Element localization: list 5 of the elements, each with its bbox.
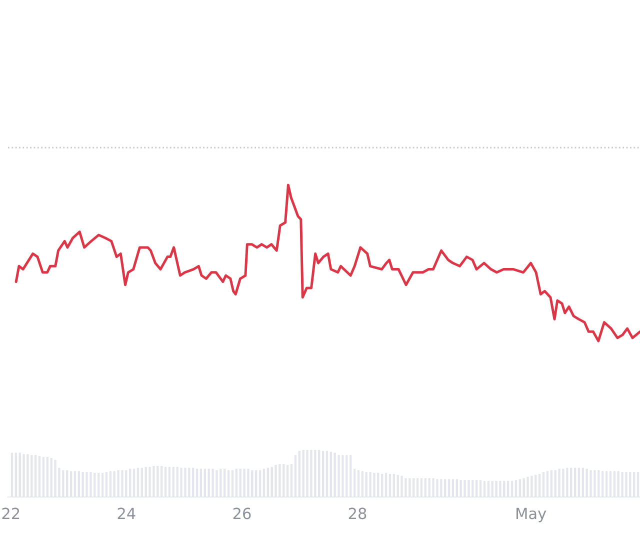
x-tick-label: 26 xyxy=(233,508,251,520)
x-tick-label: May xyxy=(516,508,546,522)
x-tick-label: 28 xyxy=(348,508,366,520)
x-tick-label: 22 xyxy=(2,508,20,520)
x-tick-label: 24 xyxy=(118,508,136,520)
